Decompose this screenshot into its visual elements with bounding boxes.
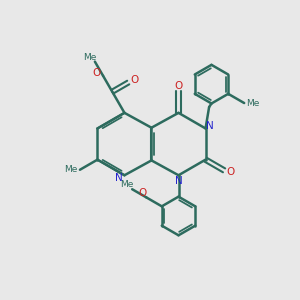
Text: N: N xyxy=(175,176,182,186)
Text: Me: Me xyxy=(120,180,134,189)
Text: O: O xyxy=(130,75,138,85)
Text: O: O xyxy=(226,167,235,177)
Text: O: O xyxy=(92,68,101,78)
Text: Me: Me xyxy=(83,53,96,62)
Text: O: O xyxy=(174,80,183,91)
Text: N: N xyxy=(115,172,123,183)
Text: O: O xyxy=(139,188,147,198)
Text: Me: Me xyxy=(64,165,77,174)
Text: N: N xyxy=(206,121,213,131)
Text: Me: Me xyxy=(246,98,259,107)
